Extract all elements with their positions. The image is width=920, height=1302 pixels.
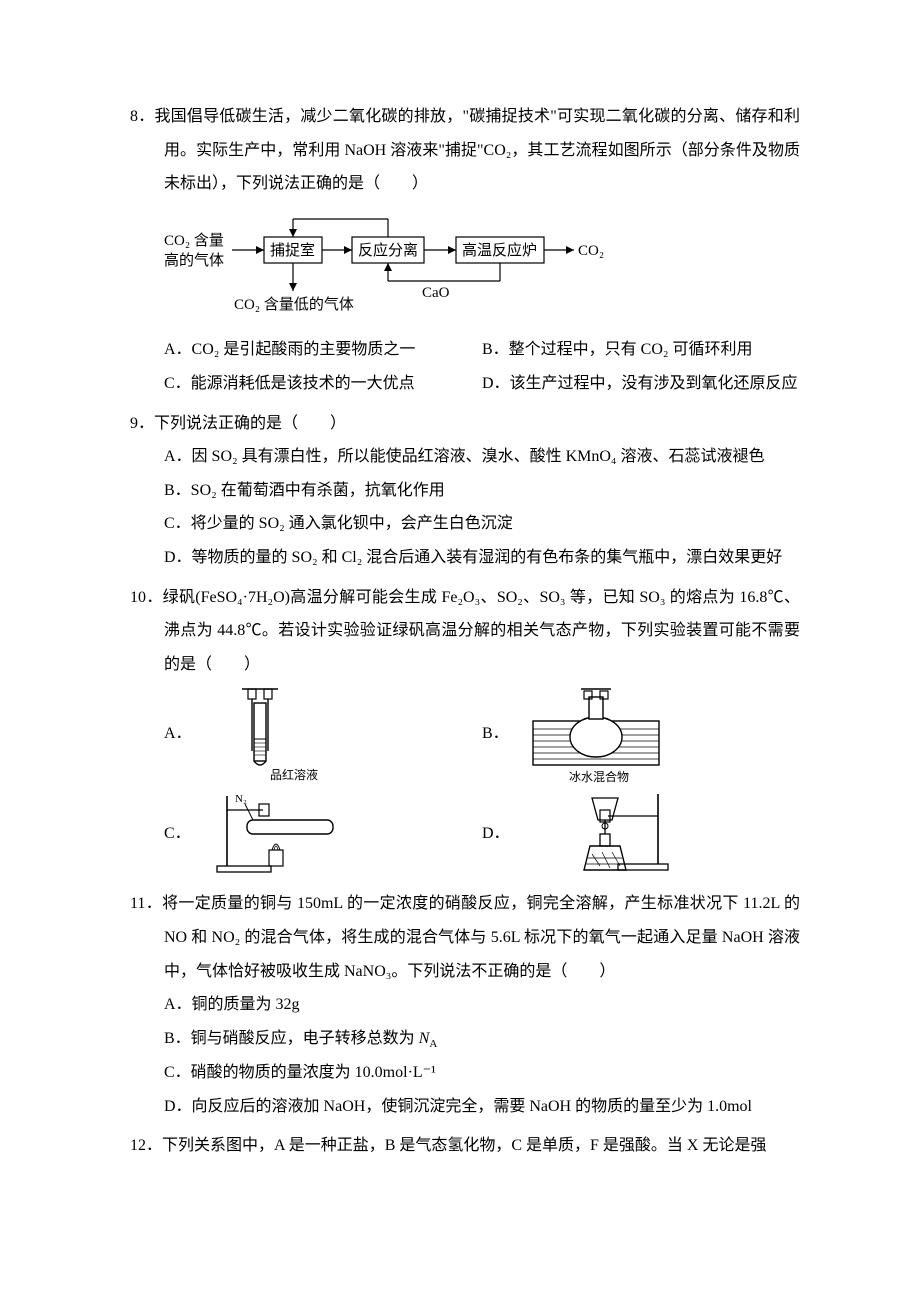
q10-fig-d: D． — [482, 786, 800, 881]
q11-option-b: B．铜与硝酸反应，电子转移总数为 NA — [164, 1022, 800, 1056]
q8-option-a: A．CO₂ 是引起酸雨的主要物质之一 — [164, 333, 482, 367]
q9-option-b: B．SO₂ 在葡萄酒中有杀菌，抗氧化作用 — [164, 474, 800, 508]
q8-option-d: D．该生产过程中，没有涉及到氧化还原反应 — [482, 367, 800, 401]
q9-option-a: A．因 SO₂ 具有漂白性，所以能使品红溶液、溴水、酸性 KMnO₄ 溶液、石蕊… — [164, 440, 800, 474]
diagram-box3-label: 高温反应炉 — [462, 241, 537, 259]
q8-option-b: B．整个过程中，只有 CO₂ 可循环利用 — [482, 333, 800, 367]
q12-stem: 12．下列关系图中，A 是一种正盐，B 是气态氢化物，C 是单质，F 是强酸。当… — [130, 1129, 800, 1163]
diagram-box2-label: 反应分离 — [358, 241, 418, 259]
apparatus-c-icon: N₂ — [203, 786, 353, 881]
q12-stem-text: 下列关系图中，A 是一种正盐，B 是气态氢化物，C 是单质，F 是强酸。当 X … — [162, 1137, 766, 1154]
q11-option-c: C．硝酸的物质的量浓度为 10.0mol·L⁻¹ — [164, 1056, 800, 1090]
q10-fig-row-1: A． 品红溶液 B． — [130, 681, 800, 786]
fig-c-n2-label: N₂ — [235, 793, 247, 805]
q8-options: A．CO₂ 是引起酸雨的主要物质之一 B．整个过程中，只有 CO₂ 可循环利用 … — [130, 333, 800, 400]
q9-option-d: D．等物质的量的 SO₂ 和 Cl₂ 混合后通入装有湿润的有色布条的集气瓶中，漂… — [164, 541, 800, 575]
diagram-bottom-out: CO₂ 含量低的气体 — [234, 296, 354, 313]
q10-label-c: C． — [164, 817, 191, 851]
question-11: 11．将一定质量的铜与 150mL 的一定浓度的硝酸反应，铜完全溶解，产生标准状… — [130, 887, 800, 1123]
q8-option-c: C．能源消耗低是该技术的一大优点 — [164, 367, 482, 401]
q9-option-c: C．将少量的 SO₂ 通入氯化钡中，会产生白色沉淀 — [164, 507, 800, 541]
q10-label-d: D． — [482, 817, 510, 851]
q8-stem: 8．我国倡导低碳生活，减少二氧化碳的排放，"碳捕捉技术"可实现二氧化碳的分离、储… — [130, 100, 800, 201]
diagram-input-top: CO₂ 含量 — [164, 232, 224, 249]
diagram-output-right: CO₂ — [578, 243, 604, 259]
diagram-cao-label: CaO — [422, 285, 450, 301]
q9-number: 9． — [130, 415, 154, 432]
apparatus-a-icon: 品红溶液 — [204, 681, 324, 786]
q11-option-d: D．向反应后的溶液加 NaOH，使铜沉淀完全，需要 NaOH 的物质的量至少为 … — [164, 1090, 800, 1124]
q10-stem: 10．绿矾(FeSO₄·7H₂O)高温分解可能会生成 Fe₂O₃、SO₂、SO₃… — [130, 581, 800, 682]
apparatus-d-icon — [522, 786, 682, 881]
question-9: 9．下列说法正确的是（ ） A．因 SO₂ 具有漂白性，所以能使品红溶液、溴水、… — [130, 407, 800, 575]
q11-option-a: A．铜的质量为 32g — [164, 988, 800, 1022]
q9-options: A．因 SO₂ 具有漂白性，所以能使品红溶液、溴水、酸性 KMnO₄ 溶液、石蕊… — [130, 440, 800, 574]
fig-b-caption: 冰水混合物 — [569, 769, 629, 784]
q10-fig-b: B． 冰水混合物 — [482, 681, 800, 786]
q8-stem-text: 我国倡导低碳生活，减少二氧化碳的排放，"碳捕捉技术"可实现二氧化碳的分离、储存和… — [154, 108, 800, 192]
q12-number: 12． — [130, 1137, 162, 1154]
q10-fig-a: A． 品红溶液 — [164, 681, 482, 786]
q11-stem: 11．将一定质量的铜与 150mL 的一定浓度的硝酸反应，铜完全溶解，产生标准状… — [130, 887, 800, 988]
q9-stem: 9．下列说法正确的是（ ） — [130, 407, 800, 441]
q11-number: 11． — [130, 895, 162, 912]
q11-stem-text: 将一定质量的铜与 150mL 的一定浓度的硝酸反应，铜完全溶解，产生标准状况下 … — [162, 895, 800, 979]
q10-fig-row-2: C． N₂ D． — [130, 786, 800, 881]
q11-options: A．铜的质量为 32g B．铜与硝酸反应，电子转移总数为 NA C．硝酸的物质的… — [130, 988, 800, 1123]
diagram-input-bottom: 高的气体 — [164, 252, 224, 269]
diagram-box1-label: 捕捉室 — [270, 242, 315, 259]
q8-number: 8． — [130, 108, 154, 125]
question-8: 8．我国倡导低碳生活，减少二氧化碳的排放，"碳捕捉技术"可实现二氧化碳的分离、储… — [130, 100, 800, 401]
q10-label-a: A． — [164, 717, 192, 751]
q10-number: 10． — [130, 589, 163, 606]
q10-label-b: B． — [482, 717, 509, 751]
question-10: 10．绿矾(FeSO₄·7H₂O)高温分解可能会生成 Fe₂O₃、SO₂、SO₃… — [130, 581, 800, 882]
fig-a-caption: 品红溶液 — [270, 767, 318, 782]
question-12: 12．下列关系图中，A 是一种正盐，B 是气态氢化物，C 是单质，F 是强酸。当… — [130, 1129, 800, 1163]
q8-flow-diagram: CO₂ 含量 高的气体 捕捉室 反应分离 高温反应炉 CO₂ — [130, 205, 800, 328]
apparatus-b-icon: 冰水混合物 — [521, 681, 671, 786]
q9-stem-text: 下列说法正确的是（ ） — [154, 415, 346, 432]
q10-fig-c: C． N₂ — [164, 786, 482, 881]
q10-stem-text: 绿矾(FeSO₄·7H₂O)高温分解可能会生成 Fe₂O₃、SO₂、SO₃ 等，… — [163, 589, 800, 673]
